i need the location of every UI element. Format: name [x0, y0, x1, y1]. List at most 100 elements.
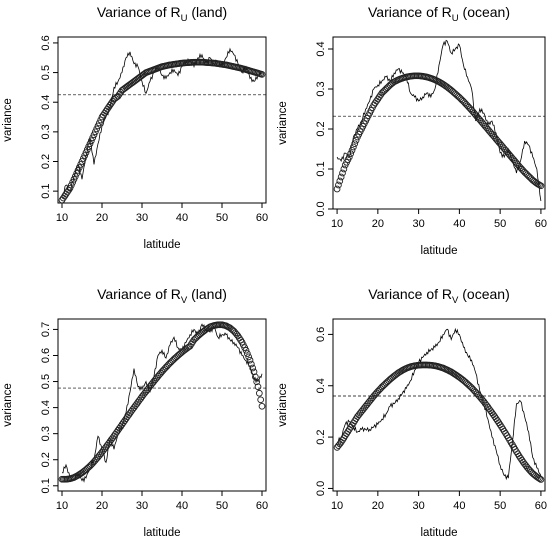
x-tick-label: 60: [535, 218, 547, 230]
y-axis-label: variance: [2, 383, 14, 426]
fitted-point: [348, 146, 356, 154]
fitted-point: [75, 164, 83, 171]
plot-area: [58, 323, 266, 483]
x-tick-label: 60: [535, 500, 547, 512]
title-main: Variance of R: [368, 4, 452, 20]
fitted-point: [89, 134, 97, 142]
x-axis-label: latitude: [420, 527, 457, 539]
x-tick-label: 20: [372, 500, 384, 512]
plot-frame: [332, 318, 546, 492]
fitted-points: [58, 58, 266, 204]
y-axis-label: variance: [277, 101, 289, 144]
title-subscript: V: [181, 295, 188, 306]
x-tick-label: 50: [494, 500, 506, 512]
fitted-point: [243, 350, 251, 357]
x-tick-label: 20: [372, 218, 384, 230]
fitted-point: [74, 167, 82, 174]
y-tick-label: 0.4: [315, 378, 327, 393]
panel-title: Variance of RU (ocean): [368, 4, 510, 24]
y-tick-label: 0.2: [315, 121, 327, 136]
y-tick-label: 0.2: [315, 429, 327, 444]
y-axis-label: variance: [277, 383, 289, 426]
fitted-point: [97, 116, 105, 124]
fitted-points: [58, 321, 266, 483]
fitted-point: [249, 364, 257, 372]
fitted-point: [245, 353, 253, 361]
fitted-point: [242, 346, 250, 354]
x-tick-label: 50: [216, 212, 228, 224]
x-tick-label: 50: [216, 500, 228, 512]
x-tick-label: 50: [494, 218, 506, 230]
title-suffix: (ocean): [459, 4, 510, 20]
title-suffix: (ocean): [458, 286, 509, 302]
fitted-point: [86, 140, 94, 148]
fitted-point: [337, 173, 345, 181]
fitted-point: [94, 122, 102, 130]
plot-frame: [57, 318, 267, 492]
fitted-point: [350, 143, 357, 151]
fitted-point: [91, 128, 99, 136]
x-tick-label: 30: [136, 212, 148, 224]
fitted-point: [345, 153, 353, 161]
fitted-point: [536, 181, 543, 189]
x-tick-label: 30: [412, 500, 424, 512]
observed-variance-line: [61, 47, 263, 198]
fitted-point: [77, 161, 85, 168]
fitted-point: [333, 185, 341, 193]
x-tick-label: 60: [256, 212, 268, 224]
x-tick-label: 30: [136, 500, 148, 512]
y-tick-label: 0.4: [315, 41, 327, 56]
fitted-point: [78, 158, 86, 165]
y-tick-label: 0.4: [40, 400, 52, 415]
title-main: Variance of R: [368, 286, 452, 302]
y-tick-label: 0.1: [40, 183, 52, 198]
fitted-point: [253, 378, 261, 386]
y-tick-label: 0.0: [315, 481, 327, 496]
fitted-point: [375, 93, 383, 101]
fitted-point: [255, 389, 263, 397]
x-tick-label: 40: [453, 218, 465, 230]
title-subscript: V: [452, 295, 459, 306]
fitted-point: [336, 177, 344, 185]
fitted-point: [79, 155, 87, 162]
fitted-point: [81, 152, 89, 159]
fitted-points: [333, 361, 545, 483]
title-subscript: U: [181, 13, 188, 24]
x-tick-label: 40: [176, 212, 188, 224]
title-suffix: (land): [187, 4, 227, 20]
title-subscript: U: [452, 13, 459, 24]
observed-variance-line: [61, 323, 263, 483]
fitted-point: [537, 182, 545, 190]
fitted-point: [250, 368, 258, 376]
fitted-point: [258, 402, 266, 410]
y-tick-label: 0.6: [40, 348, 52, 363]
fitted-point: [70, 175, 78, 183]
fitted-point: [247, 360, 255, 368]
x-tick-label: 10: [331, 500, 343, 512]
fitted-points: [333, 72, 545, 193]
y-tick-label: 0.5: [40, 65, 52, 80]
y-tick-label: 0.5: [40, 374, 52, 389]
fitted-point: [339, 169, 346, 177]
fitted-point: [340, 165, 348, 173]
fitted-point: [258, 70, 266, 78]
y-tick-label: 0.6: [40, 35, 52, 50]
panel-title: Variance of RV (ocean): [368, 286, 509, 306]
title-main: Variance of R: [97, 4, 181, 20]
fitted-point: [374, 95, 382, 103]
plot-area: [333, 39, 545, 202]
y-axis-label: variance: [2, 98, 14, 141]
title-suffix: (land): [187, 286, 227, 302]
y-tick-label: 0.7: [40, 322, 52, 337]
plot-frame: [332, 36, 546, 210]
fitted-point: [85, 143, 93, 151]
fitted-point: [93, 125, 101, 133]
x-tick-label: 10: [56, 212, 68, 224]
observed-variance-line: [336, 39, 542, 202]
panel-1: Variance of RU (land) 10 20 30 40 50 60 0.1 0.2 0…: [2, 4, 268, 251]
x-tick-label: 20: [96, 212, 108, 224]
fitted-point: [254, 383, 262, 391]
x-axis-label: latitude: [143, 527, 180, 539]
fitted-point: [251, 373, 259, 381]
